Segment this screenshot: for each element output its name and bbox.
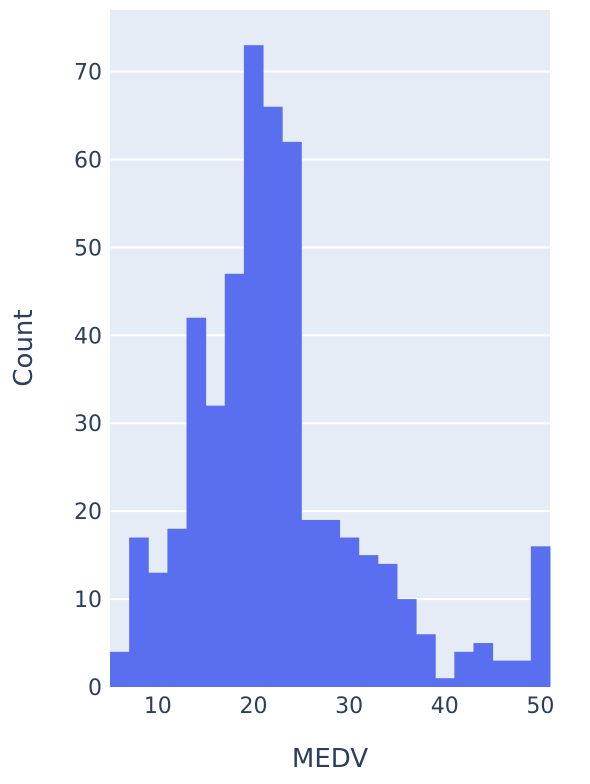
histogram-bar	[339, 537, 360, 687]
x-tick-label: 10	[144, 694, 172, 719]
y-tick-label: 70	[74, 61, 102, 86]
histogram-bar	[377, 563, 398, 687]
histogram-bar	[224, 273, 245, 687]
y-tick-label: 10	[74, 588, 102, 613]
histogram-bar	[320, 519, 341, 687]
y-axis-ticks: 0 10 20 30 40 50 60 70	[74, 61, 102, 701]
histogram-bar	[358, 555, 379, 687]
y-tick-label: 50	[74, 236, 102, 261]
histogram-bar	[205, 405, 226, 687]
bars	[110, 45, 551, 688]
y-tick-label: 60	[74, 148, 102, 173]
y-tick-label: 30	[74, 412, 102, 437]
histogram-bar	[435, 678, 455, 687]
histogram-bar	[186, 317, 207, 687]
histogram-bar	[473, 643, 494, 687]
histogram-bar	[454, 651, 474, 687]
x-tick-label: 50	[526, 694, 554, 719]
histogram-bar	[167, 528, 188, 687]
y-tick-label: 20	[74, 500, 102, 525]
y-tick-label: 0	[88, 676, 102, 701]
histogram-bar	[148, 572, 168, 687]
x-axis-ticks: 10 20 30 40 50	[144, 694, 555, 719]
y-axis-title: Count	[9, 309, 39, 386]
y-tick-label: 40	[74, 324, 102, 349]
histogram-bar	[530, 546, 551, 687]
x-tick-label: 20	[239, 694, 267, 719]
histogram-bar	[301, 519, 321, 687]
x-tick-label: 30	[335, 694, 363, 719]
histogram-bar	[263, 106, 283, 687]
histogram-bar	[511, 660, 532, 687]
x-axis-title: MEDV	[292, 744, 368, 774]
histogram-bar	[416, 634, 436, 687]
histogram-bar	[110, 651, 130, 687]
histogram-bar	[129, 537, 149, 687]
histogram-bar	[282, 141, 302, 687]
histogram-bar	[396, 599, 417, 687]
histogram-bar	[243, 45, 264, 688]
histogram-bar	[492, 660, 513, 687]
x-tick-label: 40	[431, 694, 459, 719]
